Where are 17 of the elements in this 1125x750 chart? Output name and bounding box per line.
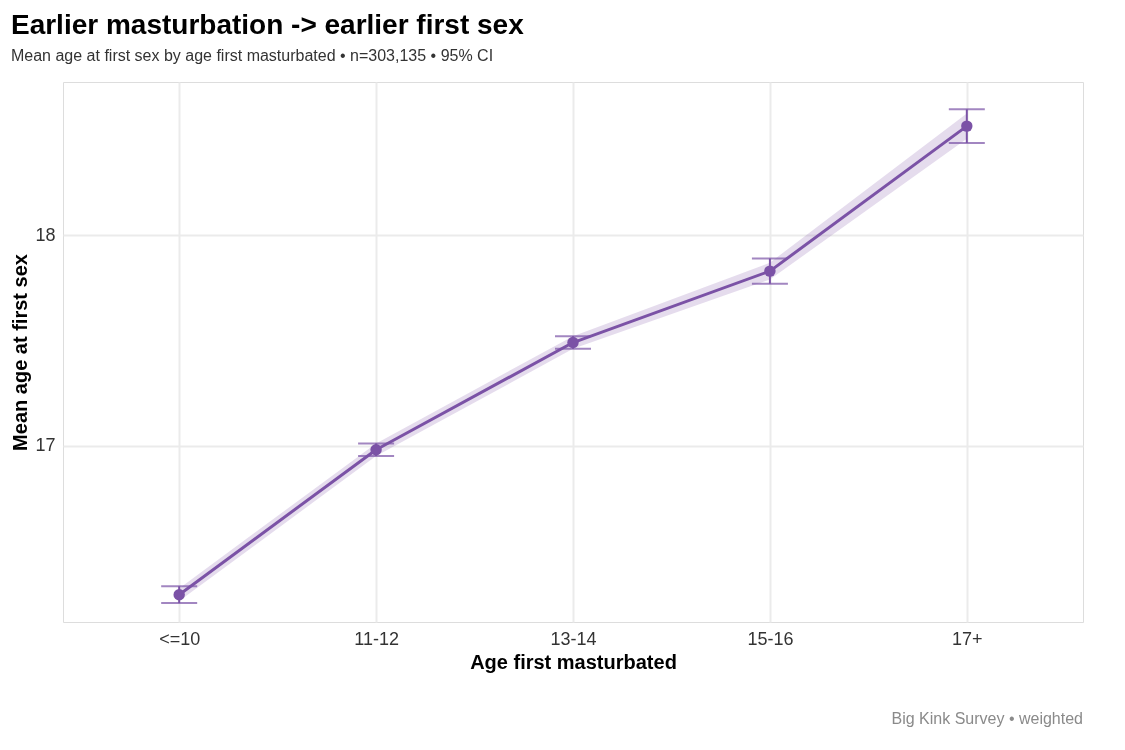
point <box>173 589 185 601</box>
y-tick-label: 17 <box>35 435 56 455</box>
x-axis-title: Age first masturbated <box>470 650 677 673</box>
x-tick-label: 11-12 <box>354 628 399 649</box>
point <box>764 265 776 277</box>
chart-subtitle: Mean age at first sex by age first masturbated • n=303,135 • 95% CI <box>10 47 494 64</box>
x-tick-label: <=10 <box>159 628 201 649</box>
y-tick-label: 18 <box>35 224 56 245</box>
point <box>370 444 382 456</box>
point <box>961 120 973 132</box>
point <box>567 336 579 349</box>
x-tick-label: 15-16 <box>747 628 794 649</box>
x-tick-label: 13-14 <box>550 628 597 649</box>
text: Big Kink Survey • weighted <box>891 710 1083 727</box>
x-tick-label: 17+ <box>952 628 983 649</box>
y-axis-title: Mean age at first sex <box>9 254 32 451</box>
chart-title: Earlier masturbation -> earlier first sex <box>10 9 525 40</box>
